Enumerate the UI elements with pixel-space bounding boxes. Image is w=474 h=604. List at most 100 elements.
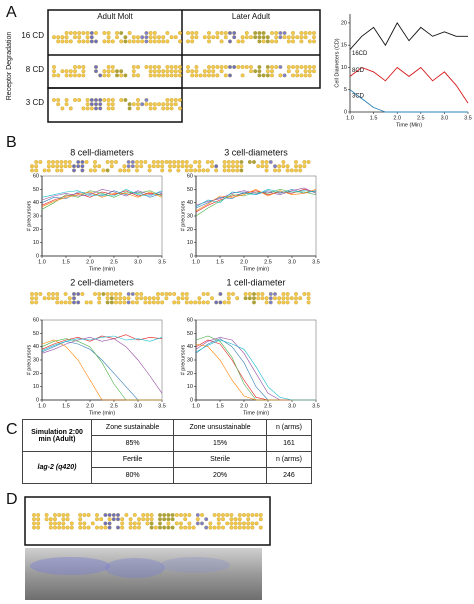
cell-dot (221, 525, 225, 530)
cell-dot (30, 292, 34, 296)
cell-dot (162, 517, 167, 522)
cell-dot (264, 164, 269, 169)
cell-dot (48, 521, 53, 526)
series-line (41, 191, 163, 207)
cell-dot (135, 292, 139, 296)
cell-dot (118, 296, 123, 301)
cell-dot (46, 164, 51, 169)
cell-dot (273, 168, 277, 173)
cell-dot (291, 35, 295, 40)
cell-dot (253, 31, 258, 35)
cell-dot (236, 65, 241, 69)
cell-dot (56, 39, 61, 44)
cell-dot (243, 296, 248, 301)
y-tick-label: 40 (33, 200, 39, 206)
cell-dot (244, 65, 249, 69)
cell-dot (282, 35, 287, 40)
cell-dot (126, 296, 131, 301)
cell-dot (260, 164, 265, 169)
cell-dot (110, 102, 115, 107)
cell-dot (249, 65, 253, 69)
cell-dot (130, 300, 135, 305)
cell-dot (122, 164, 127, 169)
cell-dot (97, 164, 102, 169)
series-line (195, 187, 317, 206)
cell-dot (282, 31, 287, 35)
cell-dot (94, 102, 98, 107)
cell-dot (239, 164, 244, 169)
cell-dot (250, 525, 255, 530)
cell-dot (130, 164, 135, 169)
cell-dot (254, 513, 259, 517)
cell-dot (298, 164, 303, 169)
cell-dot (68, 39, 73, 44)
cell-dot (123, 73, 128, 78)
cell-dot (109, 300, 114, 305)
cell-dot (60, 69, 65, 74)
cell-dot (257, 69, 262, 74)
row-label: 16 CD (21, 31, 44, 40)
cell-dot (42, 296, 47, 301)
cell-dot (289, 296, 294, 301)
cell-dot (147, 164, 152, 169)
cell-dot (30, 296, 34, 301)
cell-dot (176, 164, 181, 169)
cell-dot (302, 160, 307, 164)
cell-dot (81, 69, 86, 74)
cell-dot (85, 35, 90, 40)
cell-dot (294, 168, 298, 173)
cell-dot (152, 106, 157, 111)
cell-dot (152, 31, 157, 35)
cell-dot (97, 292, 102, 296)
cell-dot (55, 164, 60, 169)
y-axis-label: # precursors (180, 344, 186, 375)
cell-dot (109, 164, 114, 169)
cell-dot (270, 39, 274, 44)
cell-dot (178, 106, 182, 111)
y-tick-label: 0 (36, 397, 39, 403)
cell-dot (299, 31, 304, 35)
plot-frame (41, 175, 163, 257)
cell-dot (169, 65, 174, 69)
cell-dot (215, 31, 220, 35)
cell-dot (67, 300, 72, 305)
cell-dot (114, 300, 118, 305)
cell-dot (197, 164, 202, 169)
cell-dot (281, 296, 286, 301)
cell-dot (244, 31, 249, 35)
cell-dot (184, 164, 189, 169)
series-line (195, 188, 317, 213)
cell-dot (202, 73, 207, 78)
cell-dot (140, 35, 145, 40)
cell-dot (64, 73, 69, 78)
cell-dot (169, 69, 174, 74)
cell-dot (226, 168, 231, 173)
cell-dot (184, 168, 189, 173)
cell-dot (157, 73, 161, 78)
cell-dot (176, 168, 181, 173)
cell-dot (190, 39, 195, 44)
cell-dot (99, 525, 104, 530)
cell-dot (164, 292, 169, 296)
chart-title: 8 cell-diameters (70, 147, 134, 157)
y-tick-label: 60 (33, 317, 39, 323)
cell-dot (235, 164, 240, 169)
cell-dot (44, 517, 49, 522)
cell-dot (312, 35, 316, 40)
cell-dot (247, 292, 252, 296)
cell-dot (73, 31, 77, 35)
cell-dot (265, 69, 270, 74)
y-axis-label: # precursors (26, 344, 32, 375)
cell-dot (229, 517, 234, 522)
y-tick-label: 20 (187, 227, 193, 233)
cell-dot (172, 292, 177, 296)
cell-dot (115, 35, 119, 40)
cell-dot (144, 65, 149, 69)
cell-dot (225, 513, 230, 517)
cell-dot (61, 521, 66, 526)
cell-dot (126, 160, 131, 164)
micrograph-stain (105, 558, 165, 578)
cell-dot (89, 106, 94, 111)
cell-dot (82, 521, 87, 526)
cell-dot (232, 35, 237, 40)
